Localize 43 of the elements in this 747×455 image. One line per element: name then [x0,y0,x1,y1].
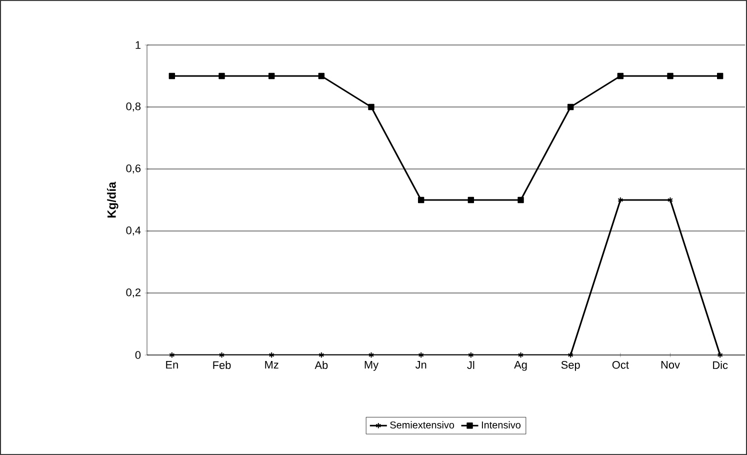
point [518,352,524,358]
x-tick-label: Feb [213,360,231,370]
y-tick-label: 0,6 [126,164,141,174]
x-tick-label: Jl [467,360,474,370]
point [568,352,574,358]
point [518,196,524,204]
point [418,196,424,204]
y-tick-label: 0,8 [126,102,141,112]
x-tick-label: Ab [314,360,328,370]
x-tick-label: Nov [661,360,680,369]
point [567,104,574,110]
point [667,72,674,80]
point [168,72,176,80]
point [268,72,275,80]
y-tick-label: 0 [135,351,141,359]
y-tick-label: 0,4 [126,226,141,236]
point [368,104,374,110]
point [218,72,225,80]
point [268,352,274,358]
x-tick-label: Dic [713,360,728,370]
point [668,196,674,204]
x-tick-label: En [166,360,178,369]
x-tick-label: My [364,360,379,371]
y-axis-title: Kg/día [106,182,118,218]
point [468,196,474,204]
point [318,352,324,358]
point [617,72,624,80]
x-tick-label: Oct [612,360,629,369]
x-tick-label: Mz [265,360,278,369]
point [618,196,624,204]
point [418,352,424,358]
point [468,352,474,358]
point [318,72,325,80]
y-tick-label: 1 [136,41,140,49]
point [219,352,225,358]
legend-label: Semiextensivo [390,421,454,428]
x-tick-label: Ag [514,360,527,371]
point [716,72,724,80]
y-tick-label: 0,2 [126,288,140,298]
legend-label: Intensivo [482,421,521,428]
point [368,352,374,358]
x-tick-label: Jn [415,360,426,369]
x-tick-label: Sep [561,360,580,371]
